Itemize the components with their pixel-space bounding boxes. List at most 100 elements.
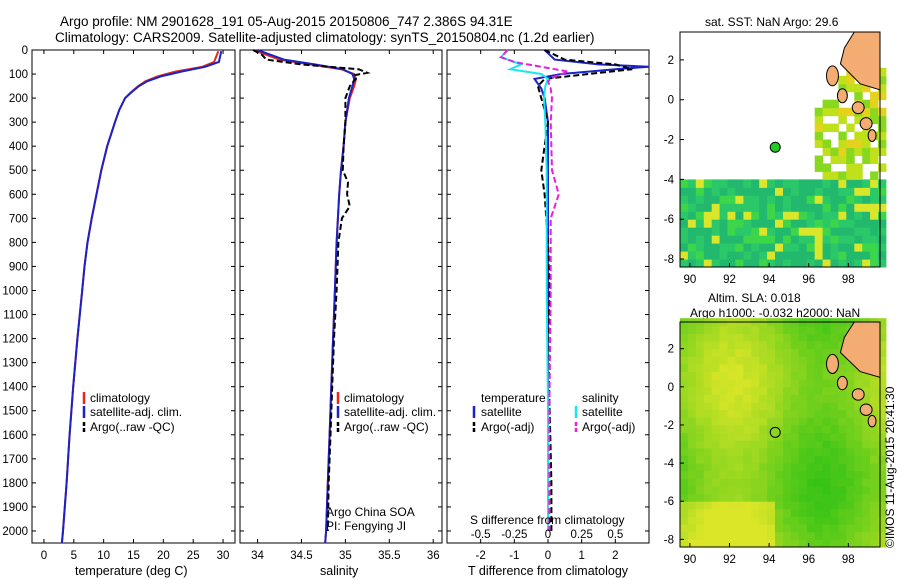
map-cell bbox=[783, 508, 792, 517]
map-cell bbox=[846, 447, 855, 456]
map-cell bbox=[870, 251, 879, 260]
island-land bbox=[859, 403, 873, 416]
map-cell bbox=[743, 425, 752, 434]
depth-tick-label: 900 bbox=[9, 261, 28, 273]
map-cell bbox=[767, 251, 776, 260]
map-cell bbox=[759, 463, 768, 472]
map-cell bbox=[767, 447, 776, 456]
map-cell bbox=[695, 425, 705, 434]
map-cell bbox=[838, 371, 847, 380]
map-cell bbox=[870, 179, 879, 188]
map-cell bbox=[870, 243, 879, 252]
map-cell bbox=[838, 516, 847, 525]
map-cell bbox=[846, 83, 855, 93]
map-cell bbox=[759, 219, 768, 228]
map-cell bbox=[735, 531, 744, 540]
map-cell bbox=[751, 394, 760, 403]
map-cell bbox=[751, 516, 760, 525]
map-cell bbox=[767, 356, 776, 365]
map-cell bbox=[790, 179, 800, 188]
map-cell bbox=[743, 409, 752, 418]
map-cell bbox=[862, 179, 871, 188]
map-cell bbox=[854, 409, 863, 418]
map-cell bbox=[870, 501, 879, 510]
map-cell bbox=[735, 402, 744, 411]
map-cell bbox=[735, 179, 744, 188]
island-land bbox=[851, 388, 865, 401]
map-cell bbox=[711, 243, 721, 252]
map-cell bbox=[703, 531, 713, 540]
map-cell bbox=[735, 195, 744, 204]
map-cell bbox=[735, 440, 744, 449]
map-cell bbox=[838, 493, 847, 502]
map-cell bbox=[822, 470, 831, 479]
map-cell bbox=[878, 91, 887, 101]
map-cell bbox=[814, 155, 824, 164]
map-cell bbox=[680, 539, 689, 548]
map-cell bbox=[878, 243, 887, 252]
map-cell bbox=[751, 235, 760, 244]
map-cell bbox=[798, 341, 808, 350]
map-cell bbox=[703, 516, 713, 525]
map-cell bbox=[680, 463, 689, 472]
map-cell bbox=[878, 478, 887, 487]
map-cell bbox=[846, 386, 855, 395]
map-cell bbox=[727, 539, 736, 548]
map-cell bbox=[775, 363, 784, 372]
map-cell bbox=[878, 486, 887, 495]
map-cell bbox=[798, 259, 808, 268]
map-cell bbox=[814, 486, 824, 495]
legend-label-satellite: satellite-adj. clim. bbox=[344, 405, 436, 419]
map-cell bbox=[719, 440, 728, 449]
map-cell bbox=[759, 531, 768, 540]
map-cell bbox=[727, 440, 736, 449]
map-cell bbox=[735, 211, 744, 220]
sst-map-field bbox=[680, 67, 887, 268]
map-cell bbox=[846, 75, 855, 85]
map-cell bbox=[854, 486, 863, 495]
map-cell bbox=[870, 155, 879, 164]
map-cell bbox=[751, 259, 760, 268]
map-cell bbox=[727, 447, 736, 456]
map-cell bbox=[830, 508, 839, 517]
map-cell bbox=[790, 463, 800, 472]
map-cell bbox=[814, 251, 824, 260]
map-cell bbox=[790, 348, 800, 357]
map-cell bbox=[798, 363, 808, 372]
map-cell bbox=[798, 501, 808, 510]
map-cell bbox=[822, 171, 831, 180]
map-cell bbox=[735, 187, 744, 196]
map-cell bbox=[743, 356, 752, 365]
map-cell bbox=[854, 516, 863, 525]
map-cell bbox=[719, 478, 728, 487]
depth-tick-label: 600 bbox=[9, 189, 28, 201]
map-cell bbox=[751, 363, 760, 372]
map-cell bbox=[719, 325, 728, 334]
depth-tick-label: 800 bbox=[9, 237, 28, 249]
map-cell bbox=[806, 493, 816, 502]
map-cell bbox=[775, 341, 784, 350]
map-cell bbox=[814, 447, 824, 456]
salinity-lines bbox=[252, 49, 371, 544]
depth-tick-label: 1300 bbox=[2, 358, 28, 370]
map-cell bbox=[814, 259, 824, 268]
map-cell bbox=[870, 394, 879, 403]
map-cell bbox=[862, 371, 871, 380]
map-cell bbox=[735, 371, 744, 380]
map-cell bbox=[759, 259, 768, 268]
map-cell bbox=[862, 195, 871, 204]
map-cell bbox=[767, 219, 776, 228]
map-cell bbox=[838, 386, 847, 395]
map-cell bbox=[687, 486, 697, 495]
map-cell bbox=[695, 179, 705, 188]
map-cell bbox=[743, 243, 752, 252]
map-cell bbox=[798, 409, 808, 418]
map-cell bbox=[846, 493, 855, 502]
map-cell bbox=[838, 171, 847, 180]
map-cell bbox=[814, 235, 824, 244]
map-cell bbox=[830, 325, 839, 334]
map-cell bbox=[878, 516, 887, 525]
map-cell bbox=[790, 235, 800, 244]
map-cell bbox=[687, 501, 697, 510]
map-cell bbox=[846, 432, 855, 441]
